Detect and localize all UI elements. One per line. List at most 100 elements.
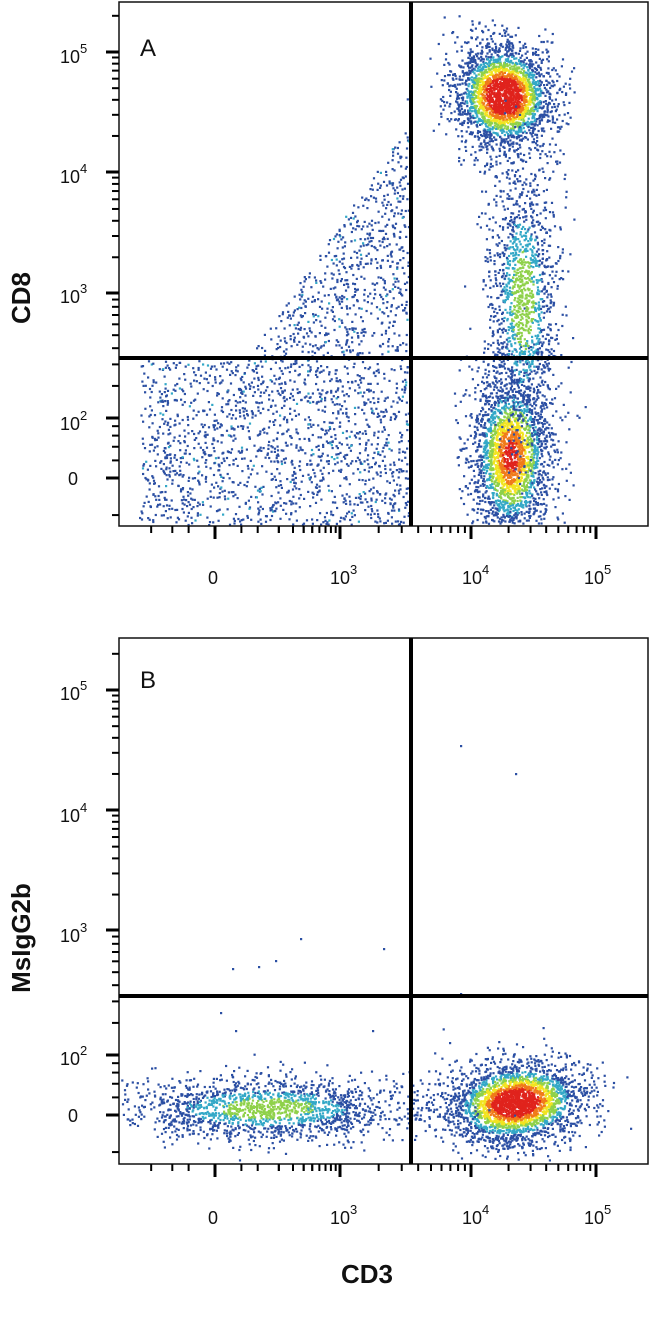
event-dot — [167, 428, 170, 431]
event-dot — [383, 238, 386, 241]
event-dot — [549, 111, 552, 114]
event-dot — [551, 79, 554, 82]
event-dot — [255, 371, 259, 374]
event-dot — [363, 293, 366, 296]
event-dot — [370, 240, 373, 243]
event-dot — [564, 415, 567, 418]
event-dot — [481, 112, 484, 115]
event-dot — [515, 117, 518, 121]
event-dot — [353, 434, 356, 437]
event-dot — [375, 407, 378, 410]
event-dot — [523, 101, 526, 104]
event-dot — [283, 389, 286, 392]
event-dot — [541, 144, 544, 147]
event-dot — [232, 495, 235, 498]
event-dot — [374, 221, 377, 225]
event-dot — [337, 269, 340, 272]
event-dot — [465, 100, 469, 103]
event-dot — [497, 58, 500, 61]
event-dot — [387, 200, 390, 204]
event-dot — [461, 135, 464, 138]
event-dot — [186, 491, 189, 494]
event-dot — [384, 408, 387, 411]
event-dot — [480, 84, 483, 87]
event-dot — [197, 442, 200, 445]
event-dot — [505, 43, 508, 46]
event-dot — [546, 120, 549, 123]
event-dot — [357, 336, 360, 339]
event-dot — [246, 514, 249, 518]
event-dot — [534, 146, 537, 150]
event-dot — [341, 385, 344, 388]
event-dot — [307, 297, 310, 300]
event-dot — [470, 153, 473, 156]
event-dot — [190, 507, 193, 511]
event-dot — [460, 105, 463, 108]
event-dot — [374, 258, 377, 261]
event-dot — [289, 392, 293, 395]
event-dot — [259, 490, 262, 493]
event-dot — [405, 333, 408, 337]
event-dot — [322, 369, 325, 372]
event-dot — [532, 126, 535, 129]
event-dot — [401, 388, 404, 391]
event-dot — [504, 69, 507, 72]
event-dot — [202, 503, 205, 506]
event-dot — [498, 32, 501, 35]
event-dot — [465, 92, 468, 95]
event-dot — [226, 508, 229, 511]
event-dot — [283, 461, 287, 464]
event-dot — [496, 54, 499, 57]
event-dot — [370, 508, 373, 511]
event-dot — [376, 267, 379, 270]
event-dot — [298, 438, 301, 441]
event-dot — [395, 277, 399, 280]
event-dot — [440, 115, 443, 118]
event-dot — [353, 503, 356, 506]
event-dot — [472, 93, 475, 96]
event-dot — [407, 261, 410, 264]
event-dot — [474, 111, 478, 114]
event-dot — [153, 482, 156, 485]
event-dot — [487, 64, 491, 67]
event-dot — [307, 370, 310, 373]
event-dot — [348, 328, 351, 331]
event-dot — [211, 384, 214, 388]
event-dot — [518, 41, 521, 44]
event-dot — [178, 387, 181, 390]
event-dot — [353, 204, 356, 207]
event-dot — [264, 349, 267, 352]
event-dot — [524, 46, 528, 49]
event-dot — [239, 401, 242, 404]
event-dot — [506, 128, 509, 131]
event-dot — [480, 113, 483, 116]
event-dot — [324, 405, 327, 408]
event-dot — [282, 418, 285, 421]
event-dot — [501, 121, 504, 124]
event-dot — [526, 89, 529, 92]
event-dot — [370, 504, 373, 508]
event-dot — [190, 497, 193, 500]
event-dot — [335, 397, 338, 400]
event-dot — [507, 135, 510, 138]
event-dot — [534, 71, 537, 74]
event-dot — [398, 141, 401, 144]
event-dot — [462, 75, 465, 78]
event-dot — [486, 141, 489, 145]
event-dot — [487, 84, 490, 87]
event-dot — [328, 302, 331, 305]
event-dot — [403, 309, 406, 312]
event-dot — [383, 194, 386, 198]
event-dot — [320, 365, 323, 368]
event-dot — [491, 101, 494, 104]
event-dot — [380, 295, 383, 299]
event-dot — [493, 106, 496, 109]
event-dot — [194, 519, 197, 522]
event-dot — [517, 136, 521, 139]
event-dot — [248, 383, 251, 386]
event-dot — [372, 297, 376, 300]
event-dot — [494, 80, 497, 84]
event-dot — [363, 220, 366, 223]
event-dot — [403, 388, 407, 391]
event-dot — [514, 101, 517, 104]
